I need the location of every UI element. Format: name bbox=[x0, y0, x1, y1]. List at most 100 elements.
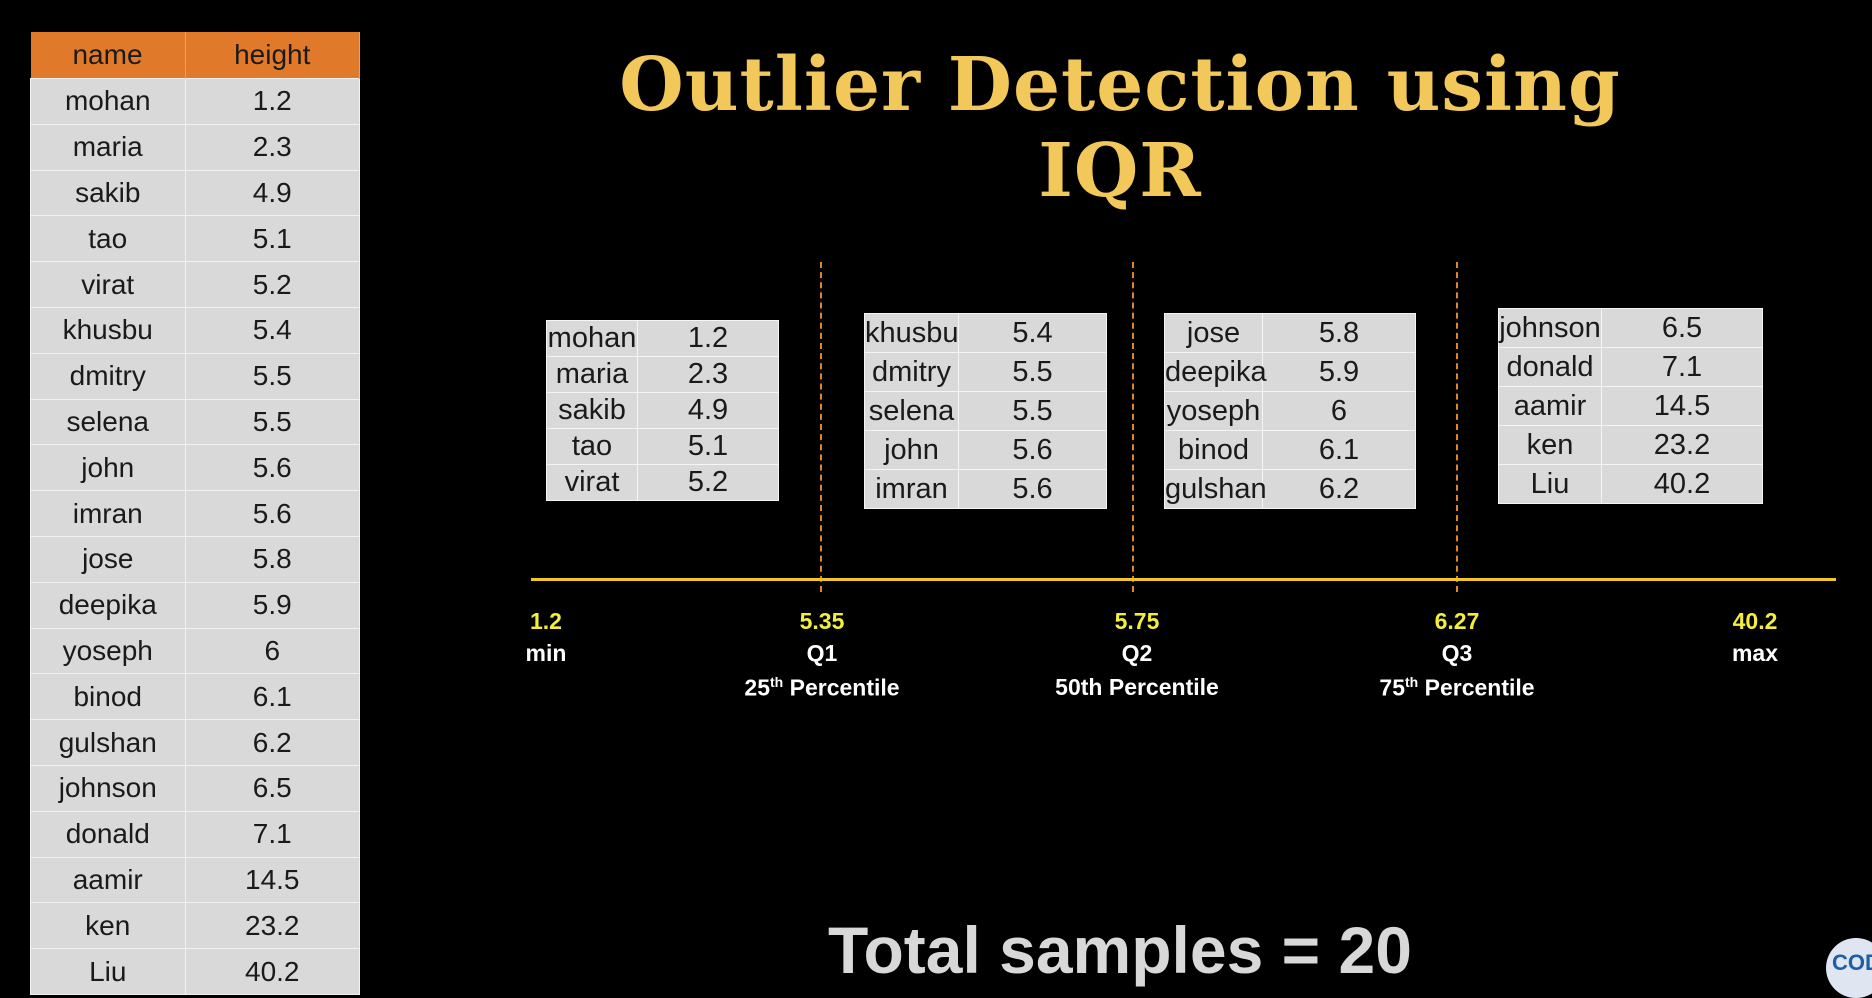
cell-name: maria bbox=[30, 123, 186, 171]
group-cell-height: 7.1 bbox=[1601, 347, 1763, 387]
group-cell-name: virat bbox=[546, 464, 638, 501]
table-row: johnson 6.5 bbox=[30, 764, 360, 812]
tick-q2-percentile: 50th Percentile bbox=[1055, 674, 1219, 700]
cell-height: 6.2 bbox=[184, 719, 360, 766]
table-row: virat 5.2 bbox=[30, 261, 360, 308]
group-cell-height: 6.5 bbox=[1601, 308, 1763, 348]
group-cell-name: dmitry bbox=[864, 352, 959, 392]
table-row: maria 2.3 bbox=[30, 123, 360, 171]
tick-q1-value: 5.35 bbox=[799, 608, 845, 634]
table-row: tao 5.1 bbox=[30, 215, 360, 263]
group-cell-height: 5.8 bbox=[1262, 313, 1416, 353]
total-samples: Total samples = 20 bbox=[828, 913, 1412, 987]
tick-q2-label: Q2 bbox=[1121, 640, 1153, 666]
cell-name: binod bbox=[30, 673, 186, 721]
table-header-row: name height bbox=[30, 32, 360, 79]
cell-height: 5.4 bbox=[184, 306, 360, 354]
group-cell-height: 5.9 bbox=[1262, 352, 1416, 392]
group-row: imran 5.6 bbox=[864, 469, 1107, 509]
tick-q2-value: 5.75 bbox=[1114, 608, 1160, 634]
cell-height: 6.1 bbox=[184, 673, 360, 721]
tick-max-value: 40.2 bbox=[1732, 608, 1778, 634]
group-cell-name: mohan bbox=[546, 320, 638, 357]
channel-logo: COD bbox=[1826, 938, 1872, 998]
tick-q1-label: Q1 bbox=[806, 640, 838, 666]
group-row: dmitry 5.5 bbox=[864, 352, 1107, 392]
table-row: sakib 4.9 bbox=[30, 169, 360, 217]
group-row: binod 6.1 bbox=[1164, 430, 1416, 470]
group-cell-name: deepika bbox=[1164, 352, 1267, 392]
group-cell-height: 4.9 bbox=[637, 392, 779, 429]
group-cell-name: imran bbox=[864, 469, 959, 509]
tick-min-value: 1.2 bbox=[530, 608, 562, 634]
cell-name: mohan bbox=[30, 78, 186, 125]
group-cell-height: 23.2 bbox=[1601, 425, 1763, 465]
group-row: virat 5.2 bbox=[546, 464, 779, 501]
group-cell-name: donald bbox=[1498, 347, 1602, 387]
group-row: jose 5.8 bbox=[1164, 313, 1416, 353]
cell-height: 5.2 bbox=[184, 261, 360, 308]
group-table-3: jose 5.8 deepika 5.9 yoseph 6 binod 6.1 gulshan 6… bbox=[1164, 313, 1416, 509]
number-line bbox=[531, 578, 1836, 581]
cell-name: jose bbox=[30, 535, 186, 583]
tick-min-label: min bbox=[525, 640, 567, 666]
tick-q1: 5.35 Q1 25th Percentile bbox=[712, 608, 932, 708]
cell-name: virat bbox=[30, 261, 186, 308]
group-row: khusbu 5.4 bbox=[864, 313, 1107, 353]
tick-q3-value: 6.27 bbox=[1434, 608, 1480, 634]
group-cell-name: khusbu bbox=[864, 313, 959, 353]
group-cell-height: 5.1 bbox=[637, 428, 779, 465]
group-row: deepika 5.9 bbox=[1164, 352, 1416, 392]
table-row: dmitry 5.5 bbox=[30, 352, 360, 400]
group-row: Liu 40.2 bbox=[1498, 464, 1763, 504]
tick-q2: 5.75 Q2 50th Percentile bbox=[1007, 608, 1267, 708]
group-cell-name: aamir bbox=[1498, 386, 1602, 426]
cell-height: 5.5 bbox=[184, 398, 360, 446]
tick-max: 40.2 max bbox=[1645, 608, 1865, 674]
cell-name: dmitry bbox=[30, 352, 186, 400]
cell-height: 5.5 bbox=[184, 352, 360, 400]
tick-max-label: max bbox=[1731, 640, 1779, 666]
group-cell-height: 5.4 bbox=[958, 313, 1107, 353]
group-cell-height: 1.2 bbox=[637, 320, 779, 357]
group-cell-height: 6.1 bbox=[1262, 430, 1416, 470]
cell-name: john bbox=[30, 444, 186, 492]
group-row: gulshan 6.2 bbox=[1164, 469, 1416, 509]
table-row: ken 23.2 bbox=[30, 902, 360, 950]
group-row: john 5.6 bbox=[864, 430, 1107, 470]
cell-name: ken bbox=[30, 902, 186, 950]
cell-height: 14.5 bbox=[184, 856, 360, 904]
cell-height: 5.1 bbox=[184, 215, 360, 263]
cell-name: Liu bbox=[30, 948, 186, 995]
group-cell-height: 5.2 bbox=[637, 464, 779, 501]
group-row: donald 7.1 bbox=[1498, 347, 1763, 387]
table-row: gulshan 6.2 bbox=[30, 719, 360, 766]
slide-title: Outlier Detection using IQR bbox=[619, 42, 1621, 214]
cell-name: deepika bbox=[30, 581, 186, 629]
tick-q3-label: Q3 bbox=[1441, 640, 1473, 666]
q1-divider bbox=[820, 262, 822, 592]
q3-divider bbox=[1456, 262, 1458, 592]
group-table-1: mohan 1.2 maria 2.3 sakib 4.9 tao 5.1 virat 5.2 bbox=[546, 320, 779, 501]
cell-height: 40.2 bbox=[184, 948, 360, 995]
cell-name: selena bbox=[30, 398, 186, 446]
group-cell-name: binod bbox=[1164, 430, 1263, 470]
group-cell-height: 6.2 bbox=[1262, 469, 1416, 509]
cell-height: 1.2 bbox=[184, 78, 360, 125]
table-row: donald 7.1 bbox=[30, 810, 360, 858]
cell-name: johnson bbox=[30, 764, 186, 812]
cell-height: 5.6 bbox=[184, 490, 360, 537]
group-row: johnson 6.5 bbox=[1498, 308, 1763, 348]
column-header-height: height bbox=[185, 32, 360, 79]
cell-height: 6 bbox=[184, 627, 360, 675]
group-row: maria 2.3 bbox=[546, 356, 779, 393]
tick-q3-percentile: 75th Percentile bbox=[1379, 674, 1535, 701]
table-row: mohan 1.2 bbox=[30, 78, 360, 125]
cell-height: 6.5 bbox=[184, 764, 360, 812]
group-cell-name: sakib bbox=[546, 392, 638, 429]
cell-name: aamir bbox=[30, 856, 186, 904]
cell-name: khusbu bbox=[30, 306, 186, 354]
cell-name: imran bbox=[30, 490, 186, 537]
group-cell-height: 5.6 bbox=[958, 469, 1107, 509]
table-row: jose 5.8 bbox=[30, 535, 360, 583]
